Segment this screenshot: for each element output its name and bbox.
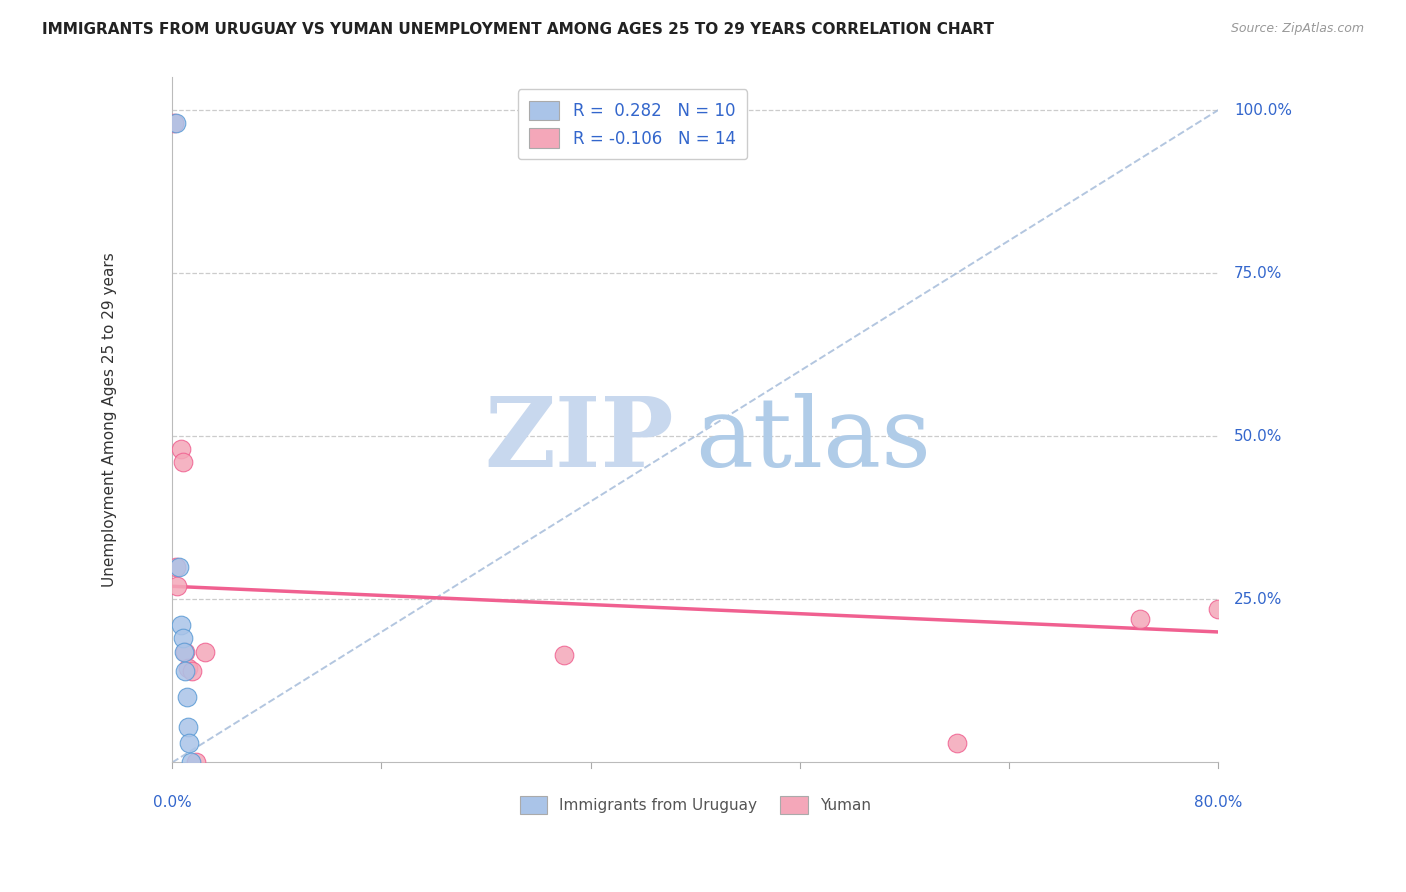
Point bbox=[180, 756, 202, 770]
Point bbox=[1129, 612, 1152, 626]
Point bbox=[945, 736, 967, 750]
Point bbox=[176, 690, 198, 705]
Text: 75.0%: 75.0% bbox=[1234, 266, 1282, 281]
Point bbox=[1206, 602, 1229, 616]
Point bbox=[170, 442, 193, 457]
Text: IMMIGRANTS FROM URUGUAY VS YUMAN UNEMPLOYMENT AMONG AGES 25 TO 29 YEARS CORRELAT: IMMIGRANTS FROM URUGUAY VS YUMAN UNEMPLO… bbox=[42, 22, 994, 37]
Point bbox=[166, 579, 188, 593]
Text: 50.0%: 50.0% bbox=[1234, 429, 1282, 443]
Point bbox=[167, 559, 190, 574]
Text: 80.0%: 80.0% bbox=[1194, 795, 1243, 810]
Text: Source: ZipAtlas.com: Source: ZipAtlas.com bbox=[1230, 22, 1364, 36]
Text: 25.0%: 25.0% bbox=[1234, 591, 1282, 607]
Legend: Immigrants from Uruguay, Yuman: Immigrants from Uruguay, Yuman bbox=[510, 788, 880, 823]
Point bbox=[184, 756, 207, 770]
Text: atlas: atlas bbox=[695, 393, 931, 488]
Point bbox=[180, 664, 202, 678]
Text: ZIP: ZIP bbox=[485, 393, 675, 488]
Point bbox=[165, 116, 187, 130]
Point bbox=[194, 644, 217, 658]
Point bbox=[170, 618, 193, 632]
Point bbox=[162, 116, 184, 130]
Text: 0.0%: 0.0% bbox=[153, 795, 191, 810]
Text: Unemployment Among Ages 25 to 29 years: Unemployment Among Ages 25 to 29 years bbox=[103, 252, 117, 587]
Point bbox=[177, 661, 200, 675]
Point bbox=[174, 644, 197, 658]
Point bbox=[165, 559, 187, 574]
Point bbox=[174, 664, 197, 678]
Text: 100.0%: 100.0% bbox=[1234, 103, 1292, 118]
Point bbox=[553, 648, 575, 662]
Point bbox=[173, 644, 195, 658]
Point bbox=[177, 720, 200, 734]
Point bbox=[172, 455, 194, 469]
Point bbox=[172, 632, 194, 646]
Point bbox=[179, 736, 201, 750]
